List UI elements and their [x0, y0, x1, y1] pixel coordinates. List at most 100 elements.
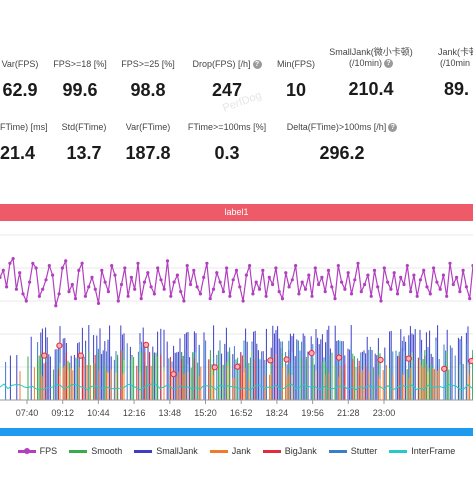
x-tick-label: 12:16: [123, 408, 146, 418]
fps-point: [280, 297, 285, 301]
fps-point: [353, 278, 357, 282]
fps-point: [54, 304, 58, 308]
fps-point: [300, 280, 304, 284]
fps-point: [133, 287, 137, 291]
fps-point: [11, 257, 15, 261]
bigjank-point: [336, 354, 343, 361]
fps-point: [405, 264, 409, 268]
fps-point: [346, 271, 350, 275]
stat-ftime: FTime) [ms] 21.4: [0, 122, 48, 164]
fps-point: [18, 271, 22, 275]
fps-point: [80, 261, 84, 265]
fps-point: [451, 282, 455, 287]
fps-point: [330, 285, 334, 289]
legend-label: BigJank: [284, 446, 317, 456]
stat-label-unit: (/10min: [440, 58, 471, 68]
fps-point: [182, 299, 186, 303]
x-tick-label: 15:20: [194, 408, 217, 418]
timeline-scrollbar[interactable]: [0, 428, 473, 436]
fps-point: [307, 273, 311, 277]
fps-point: [458, 290, 462, 294]
fps-point: [198, 292, 202, 296]
stat-value: 98.8: [130, 80, 166, 100]
fps-point: [323, 290, 327, 294]
fps-point: [333, 297, 337, 301]
fps-point: [67, 290, 71, 294]
fps-point: [244, 273, 248, 277]
fps-point: [340, 280, 344, 284]
fps-point: [126, 294, 130, 298]
x-tick-label: 18:24: [266, 408, 289, 418]
stat-fps-25: FPS>=25 [%] 98.8: [118, 59, 178, 101]
x-tick-label: 07:40: [16, 408, 39, 418]
bigjank-point: [283, 356, 290, 363]
legend-label: Smooth: [91, 446, 123, 456]
stat-label: Drop(FPS) [/h]: [192, 59, 251, 69]
fps-point: [215, 271, 219, 275]
fps-point: [386, 280, 390, 284]
fps-point: [267, 275, 271, 279]
stat-label: Std(FTime): [61, 122, 107, 132]
help-icon[interactable]: ?: [252, 60, 262, 70]
fps-point: [231, 278, 235, 282]
fps-point: [77, 268, 81, 272]
fps-point: [271, 282, 275, 287]
fps-point: [284, 271, 288, 275]
legend-item-bigjank[interactable]: BigJank: [262, 443, 317, 459]
fps-point: [359, 290, 363, 294]
fps-point: [343, 287, 347, 291]
legend-item-fps[interactable]: FPS: [17, 443, 57, 459]
fps-point: [395, 292, 400, 296]
fps-point: [146, 271, 150, 275]
fps-point: [34, 266, 38, 270]
stat-label: Jank(卡顿: [438, 47, 473, 57]
fps-point: [264, 294, 268, 298]
fps-point: [110, 264, 114, 268]
bigjank-point: [308, 350, 315, 357]
fps-point: [129, 275, 133, 279]
fps-point: [106, 290, 110, 294]
fps-point: [251, 292, 255, 296]
legend-swatch: [209, 449, 228, 453]
bigjank-point: [234, 363, 241, 370]
bigjank-point: [41, 352, 48, 359]
fps-point: [96, 301, 101, 305]
legend-item-smooth[interactable]: Smooth: [69, 443, 122, 459]
fps-point: [303, 287, 308, 291]
stat-value: 10: [285, 80, 307, 100]
fps-point: [409, 290, 413, 294]
fps-point: [376, 285, 380, 289]
help-icon[interactable]: ?: [388, 123, 398, 133]
fps-point: [228, 294, 232, 298]
fps-point: [379, 299, 383, 303]
help-icon[interactable]: ?: [384, 59, 393, 69]
stat-value: 187.8: [125, 143, 171, 163]
bigjank-point: [56, 342, 63, 349]
fps-point: [221, 290, 225, 294]
fps-point: [90, 275, 94, 279]
fps-point: [313, 266, 317, 270]
stat-drop-fps: Drop(FPS) [/h]? 247: [188, 59, 266, 101]
legend-swatch: [389, 449, 408, 453]
legend-item-jank[interactable]: Jank: [209, 443, 251, 459]
x-tick-label: 23:00: [373, 408, 396, 418]
fps-point: [162, 287, 166, 291]
fps-point: [438, 287, 442, 291]
legend-item-interframe[interactable]: InterFrame: [389, 443, 455, 459]
fps-point: [44, 278, 48, 282]
fps-point: [349, 292, 354, 296]
fps-point: [248, 264, 252, 268]
fps-point: [192, 268, 196, 272]
interframe-series: [0, 383, 473, 391]
bigjank-point: [377, 356, 384, 363]
fps-series: [0, 256, 473, 306]
fps-point: [21, 292, 25, 296]
stat-delta-ftime: Delta(FTime)>100ms [/h]? 296.2: [282, 122, 402, 164]
fps-point: [415, 294, 419, 298]
label-bar[interactable]: label1: [0, 204, 473, 221]
fps-point: [188, 282, 193, 287]
legend-item-stutter[interactable]: Stutter: [328, 443, 377, 459]
fps-point: [218, 280, 222, 284]
legend-item-smalljank[interactable]: SmallJank: [134, 443, 198, 459]
fps-point: [1, 268, 5, 272]
